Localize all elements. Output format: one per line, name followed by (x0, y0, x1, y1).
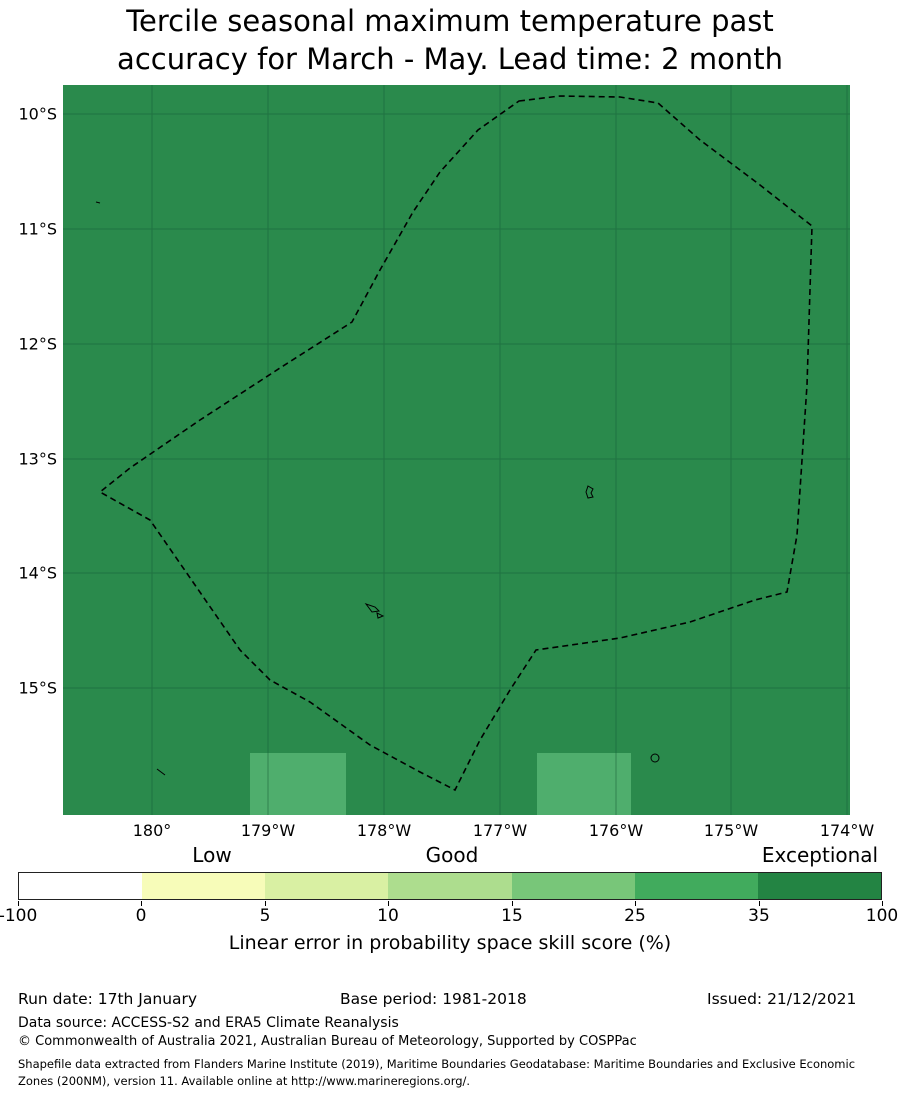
island-icon (156, 768, 166, 776)
colorbar-segment-3 (265, 873, 389, 899)
y-tick-10s: 10°S (18, 104, 57, 124)
colorbar-tick--100: -100 (0, 906, 38, 926)
colorbar-tickmark (882, 901, 883, 906)
colorbar-segment-4 (388, 873, 512, 899)
colorbar-tick-100: 100 (865, 906, 899, 926)
colorbar-label-good: Good (425, 843, 479, 867)
colorbar (18, 872, 882, 900)
x-tick-178w: 178°W (356, 821, 412, 840)
figure-title: Tercile seasonal maximum temperature pas… (0, 2, 900, 78)
colorbar-axis-label: Linear error in probability space skill … (228, 932, 672, 954)
map-skill-fill (63, 85, 850, 815)
colorbar-segment-5 (511, 873, 635, 899)
skill-cell-patch-west (250, 753, 346, 815)
colorbar-tick-5: 5 (259, 906, 271, 926)
map-overlay-svg (63, 85, 850, 815)
y-tick-14s: 14°S (18, 563, 57, 583)
graticule-gridlines (63, 85, 850, 815)
colorbar-segment-2 (142, 873, 266, 899)
y-tick-15s: 15°S (18, 678, 57, 698)
island-icon (585, 485, 594, 499)
colorbar-tickmark (759, 901, 760, 906)
colorbar-tickmark (265, 901, 266, 906)
colorbar-tick-10: 10 (377, 906, 399, 926)
colorbar-tick-0: 0 (135, 906, 147, 926)
x-tick-179w: 179°W (240, 821, 296, 840)
island-icon (364, 603, 381, 613)
colorbar-label-exceptional: Exceptional (761, 843, 879, 867)
colorbar-segment-7 (757, 873, 881, 899)
colorbar-tick-25: 25 (624, 906, 646, 926)
title-line-2: accuracy for March - May. Lead time: 2 m… (117, 42, 783, 76)
island-icon (376, 612, 385, 619)
island-icon (95, 201, 101, 204)
colorbar-tickmark (141, 901, 142, 906)
data-source-text: Data source: ACCESS-S2 and ERA5 Climate … (18, 1015, 399, 1031)
title-line-1: Tercile seasonal maximum temperature pas… (126, 4, 774, 38)
island-icon (650, 753, 660, 763)
shapefile-attribution-text: Shapefile data extracted from Flanders M… (18, 1057, 856, 1089)
island-outlines (95, 201, 660, 776)
colorbar-tickmark (512, 901, 513, 906)
copyright-text: © Commonwealth of Australia 2021, Austra… (18, 1034, 637, 1049)
map-plot-area (63, 85, 850, 815)
run-date-text: Run date: 17th January (18, 990, 198, 1008)
x-tick-177w: 177°W (472, 821, 528, 840)
issued-date-text: Issued: 21/12/2021 (707, 990, 857, 1008)
y-tick-11s: 11°S (18, 219, 57, 239)
colorbar-tickmark (388, 901, 389, 906)
y-tick-13s: 13°S (18, 449, 57, 469)
x-tick-180: 180° (132, 821, 172, 840)
eez-dashed-boundary (98, 95, 813, 792)
colorbar-tick-15: 15 (501, 906, 523, 926)
y-tick-12s: 12°S (18, 334, 57, 354)
colorbar-segment-6 (634, 873, 758, 899)
colorbar-label-low: Low (192, 843, 232, 867)
x-tick-176w: 176°W (588, 821, 644, 840)
skill-cell-patch-east (537, 753, 631, 815)
x-tick-175w: 175°W (703, 821, 759, 840)
base-period-text: Base period: 1981-2018 (340, 990, 527, 1008)
colorbar-tick-35: 35 (748, 906, 770, 926)
colorbar-segment-1 (19, 873, 143, 899)
x-tick-174w: 174°W (819, 821, 875, 840)
colorbar-tickmark (635, 901, 636, 906)
colorbar-tickmark (18, 901, 19, 906)
